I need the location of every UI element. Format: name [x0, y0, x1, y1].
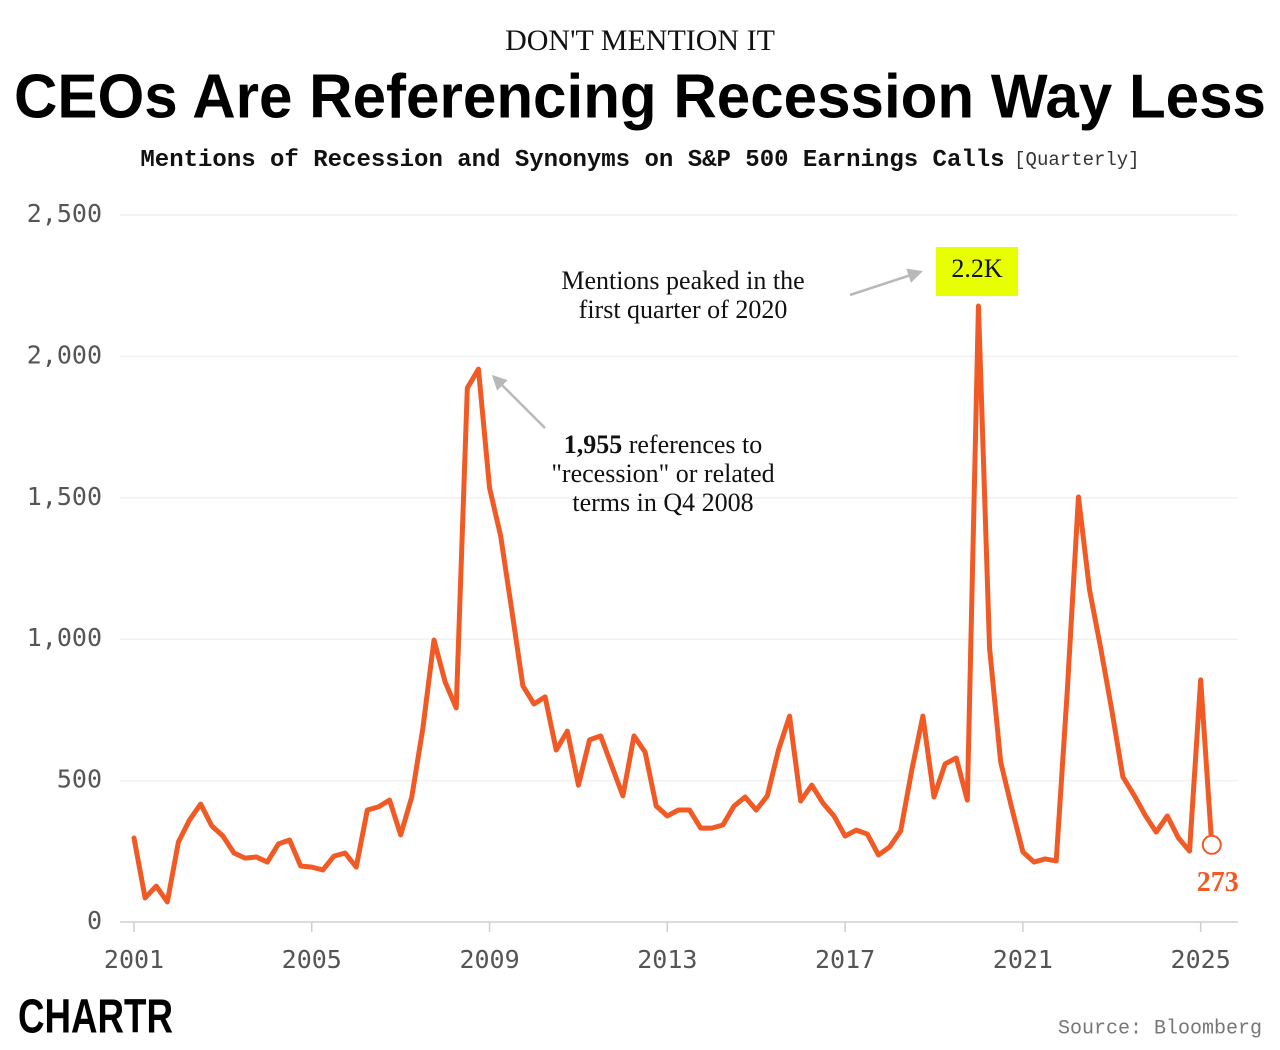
end-point	[1201, 834, 1222, 855]
x-tick-label: 2025	[1171, 945, 1231, 974]
x-tick-label: 2013	[637, 945, 697, 974]
plot-area: 273	[131, 303, 1239, 905]
annotation-value: 2.2K	[951, 254, 1003, 283]
y-tick-label: 2,000	[27, 340, 102, 369]
annotation-highlight	[936, 247, 1018, 296]
y-tick-label: 2,500	[27, 199, 102, 228]
y-tick-label: 500	[57, 765, 102, 794]
y-tick-label: 1,000	[27, 623, 102, 652]
subtitle-line: Mentions of Recession and Synonyms on S&…	[140, 147, 1139, 174]
kicker: DON'T MENTION IT	[505, 24, 775, 57]
annotation: terms in Q4 2008	[572, 488, 753, 517]
subtitle: Mentions of Recession and Synonyms on S&…	[140, 147, 1004, 174]
annotation-arrow	[849, 268, 923, 297]
annotation: first quarter of 2020	[579, 295, 788, 324]
annotation: "recession" or related	[551, 459, 774, 488]
annotation-text: references to	[622, 430, 762, 459]
annotation-arrow	[491, 374, 546, 429]
grid: 0 500 1,000 1,500 2,000 2,500 2001 2005 2009 2013…	[27, 199, 1238, 974]
subtitle-note: [Quarterly]	[1014, 149, 1139, 171]
source: Source: Bloomberg	[1058, 1017, 1262, 1040]
brand-logo: CHARTR	[18, 991, 173, 1044]
y-tick-label: 0	[87, 906, 102, 935]
x-tick-label: 2009	[459, 945, 519, 974]
x-tick-label: 2017	[815, 945, 875, 974]
data-label: 273	[1197, 867, 1239, 898]
x-tick-label: 2005	[282, 945, 342, 974]
y-tick-label: 1,500	[27, 482, 102, 511]
annotation: Mentions peaked in the	[561, 266, 804, 295]
chart-title: CEOs Are Referencing Recession Way Less	[14, 62, 1266, 131]
x-tick-label: 2001	[104, 945, 164, 974]
data-line	[131, 303, 1215, 905]
x-tick-label: 2021	[993, 945, 1053, 974]
annotation: 1,955 references to	[564, 430, 763, 459]
annotation-value: 1,955	[564, 430, 623, 459]
